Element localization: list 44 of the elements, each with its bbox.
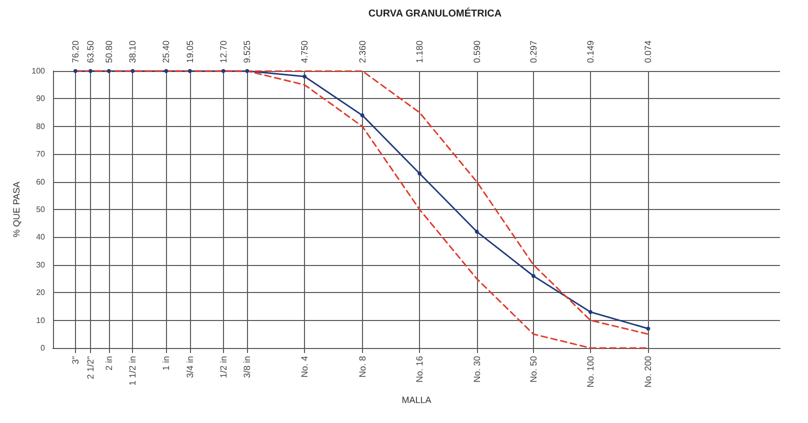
y-tick-label: 90 (36, 94, 46, 104)
text: 1 in (161, 356, 172, 371)
x-tick-label: 12.70 (218, 40, 228, 63)
x-tick-label: 50.80 (104, 40, 114, 63)
text: No. 200 (643, 356, 654, 388)
x-axis-title: MALLA (402, 394, 432, 405)
text: 2 in (104, 356, 114, 371)
y-axis-title: % QUE PASA (11, 182, 22, 238)
text: 2 1/2" (85, 356, 96, 380)
text: 3" (70, 356, 80, 364)
text: No. 8 (357, 356, 368, 378)
y-tick-label: 60 (36, 177, 46, 186)
x-tick-label: 2.360 (357, 40, 368, 63)
x-tick-label: 0.074 (643, 40, 654, 63)
text: No. 16 (414, 356, 425, 383)
x-tick-label: 25.40 (161, 40, 172, 63)
y-tick-label: 40 (36, 232, 46, 242)
y-tick-label: 70 (36, 150, 46, 159)
x-tick-label: 1.180 (414, 40, 425, 63)
x-tick-label: 9.525 (242, 40, 252, 63)
x-tick-label: 38.10 (128, 40, 138, 63)
x-tick-label: 0.149 (585, 40, 596, 63)
y-tick-label: 10 (36, 316, 46, 325)
y-tick-label: 50 (36, 205, 46, 214)
text: No. 100 (585, 356, 596, 388)
y-tick-label: 30 (36, 260, 46, 270)
text: 1/2 in (218, 356, 228, 378)
x-tick-label: 0.297 (528, 40, 538, 63)
text: 3/4 in (184, 356, 195, 378)
x-tick-label: 63.50 (85, 40, 96, 63)
y-tick-label: 100 (32, 66, 46, 76)
text: 1 1/2 in (128, 356, 138, 386)
x-tick-label: 76.20 (70, 40, 80, 63)
x-tick-label: 4.750 (300, 40, 310, 63)
x-tick-label: 0.590 (472, 40, 482, 63)
y-tick-label: 20 (36, 288, 46, 298)
text: No. 4 (300, 356, 310, 378)
text: 3/8 in (242, 356, 252, 378)
chart-title: CURVA GRANULOMÉTRICA (368, 8, 502, 20)
text: No. 30 (472, 356, 482, 383)
x-tick-label: 19.05 (184, 40, 195, 63)
y-tick-label: 0 (40, 344, 46, 352)
y-tick-label: 80 (36, 122, 46, 131)
text: No. 50 (528, 356, 538, 383)
